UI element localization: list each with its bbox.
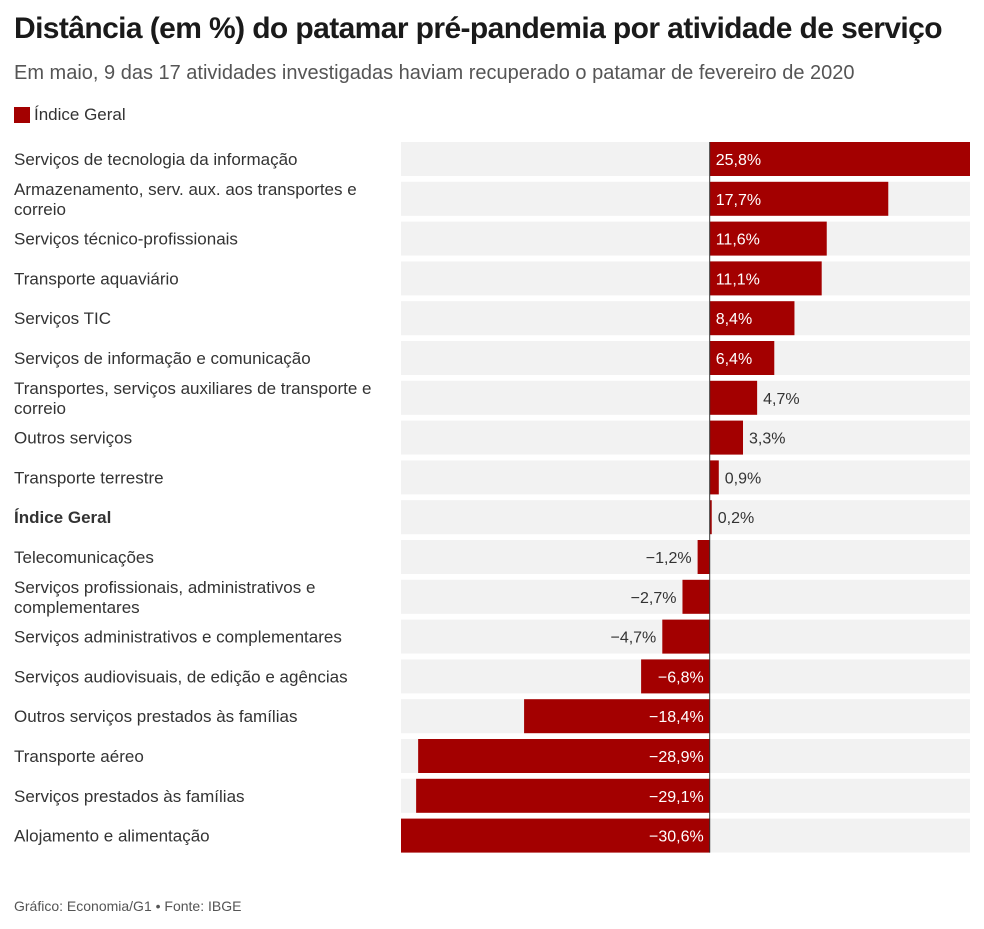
value-label: −29,1% <box>649 789 704 806</box>
bar <box>709 500 712 535</box>
value-label: 25,8% <box>716 152 761 169</box>
bar-track <box>401 540 970 574</box>
value-label: 11,1% <box>716 271 760 288</box>
bar <box>418 739 710 773</box>
bar <box>709 460 719 495</box>
category-label: Serviços administrativos e complementare… <box>14 628 342 647</box>
bar <box>709 420 744 455</box>
value-label: 8,4% <box>716 311 752 328</box>
bar-track <box>401 380 970 415</box>
value-label: −6,8% <box>658 669 704 686</box>
value-label: −4,7% <box>610 630 656 647</box>
legend: Índice Geral <box>14 105 126 125</box>
chart-subtitle: Em maio, 9 das 17 atividades investigada… <box>14 62 855 84</box>
value-label: −28,9% <box>649 749 704 766</box>
bar-track <box>401 301 970 336</box>
bar <box>709 341 775 375</box>
category-label: Outros serviços prestados às famílias <box>14 707 297 726</box>
bar-track <box>401 221 970 256</box>
bar <box>682 579 710 614</box>
category-label: Índice Geral <box>14 508 111 527</box>
category-label: Serviços de tecnologia da informação <box>14 150 298 169</box>
bar-track <box>401 420 970 455</box>
category-label: Armazenamento, serv. aux. aos transporte… <box>14 180 357 219</box>
category-label: Serviços audiovisuais, de edição e agênc… <box>14 667 348 686</box>
value-label: 0,9% <box>725 470 761 487</box>
category-label: Serviços TIC <box>14 309 111 328</box>
bar-track <box>401 261 970 296</box>
category-label: Transportes, serviços auxiliares de tran… <box>14 379 371 418</box>
value-label: −2,7% <box>631 590 677 607</box>
bar-track <box>401 460 970 495</box>
value-label: 4,7% <box>763 391 799 408</box>
value-label: 6,4% <box>716 351 752 368</box>
value-label: 0,2% <box>718 510 754 527</box>
bar <box>709 142 970 176</box>
bar <box>709 301 795 336</box>
value-label: 17,7% <box>716 192 761 209</box>
chart-title: Distância (em %) do patamar pré-pandemia… <box>14 12 943 45</box>
bar <box>697 540 710 574</box>
category-label: Outros serviços <box>14 429 132 448</box>
bar <box>709 181 889 216</box>
category-label: Transporte aquaviário <box>14 269 179 288</box>
value-label: 11,6% <box>716 232 760 249</box>
bar <box>709 221 827 256</box>
bar <box>641 659 710 694</box>
legend-swatch <box>14 107 30 123</box>
bar <box>524 699 710 734</box>
bar <box>401 818 710 853</box>
bar-track <box>401 500 970 535</box>
category-label: Serviços prestados às famílias <box>14 787 245 806</box>
value-label: 3,3% <box>749 431 785 448</box>
category-label: Serviços profissionais, administrativos … <box>14 578 315 617</box>
bar-track <box>401 341 970 375</box>
category-label: Alojamento e alimentação <box>14 827 210 846</box>
value-label: −1,2% <box>646 550 692 567</box>
category-label: Serviços técnico-profissionais <box>14 230 238 249</box>
category-label: Telecomunicações <box>14 548 154 567</box>
category-label: Serviços de informação e comunicação <box>14 349 311 368</box>
category-label: Transporte terrestre <box>14 468 164 487</box>
bar <box>662 619 710 654</box>
category-label: Transporte aéreo <box>14 747 144 766</box>
value-label: −30,6% <box>649 829 704 846</box>
bar <box>709 380 758 415</box>
legend-label: Índice Geral <box>34 105 126 124</box>
source-note: Gráfico: Economia/G1 • Fonte: IBGE <box>14 898 242 914</box>
bar <box>709 261 822 296</box>
value-label: −18,4% <box>649 709 704 726</box>
bar <box>416 778 710 813</box>
